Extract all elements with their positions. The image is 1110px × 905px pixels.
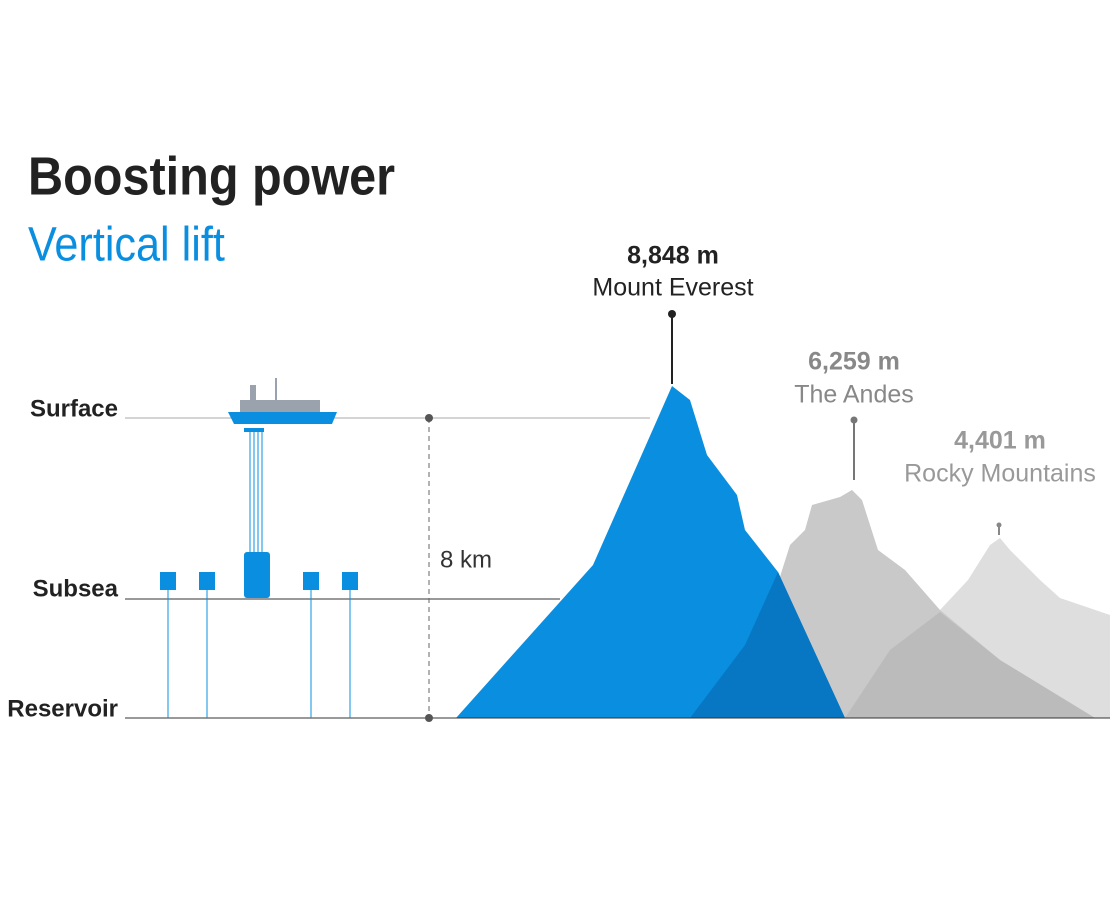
- peak-dot: [668, 310, 676, 318]
- risers: [167, 432, 351, 718]
- peak-dot: [850, 416, 858, 424]
- everest-shape: [456, 386, 845, 718]
- peak-height: 6,259 m: [808, 348, 900, 376]
- andes-overlap: [845, 612, 1095, 718]
- depth-label: 8 km: [440, 546, 492, 573]
- peak-height: 8,848 m: [627, 242, 719, 270]
- everest-overlap: [690, 572, 845, 718]
- title: Boosting power: [28, 145, 395, 206]
- subtitle: Vertical lift: [28, 218, 225, 272]
- depth-dot: [425, 414, 433, 422]
- subsea-equipment: [160, 552, 358, 598]
- peak-name: Mount Everest: [592, 274, 753, 302]
- level-label: Surface: [30, 395, 118, 422]
- ship-icon: [228, 378, 337, 432]
- peak-height: 4,401 m: [954, 427, 1046, 455]
- level-label: Reservoir: [7, 695, 118, 722]
- depth-dot: [425, 714, 433, 722]
- level-label: Subsea: [33, 575, 119, 602]
- peak-name: Rocky Mountains: [904, 460, 1096, 488]
- peak-dot: [996, 522, 1002, 528]
- peak-name: The Andes: [794, 381, 914, 409]
